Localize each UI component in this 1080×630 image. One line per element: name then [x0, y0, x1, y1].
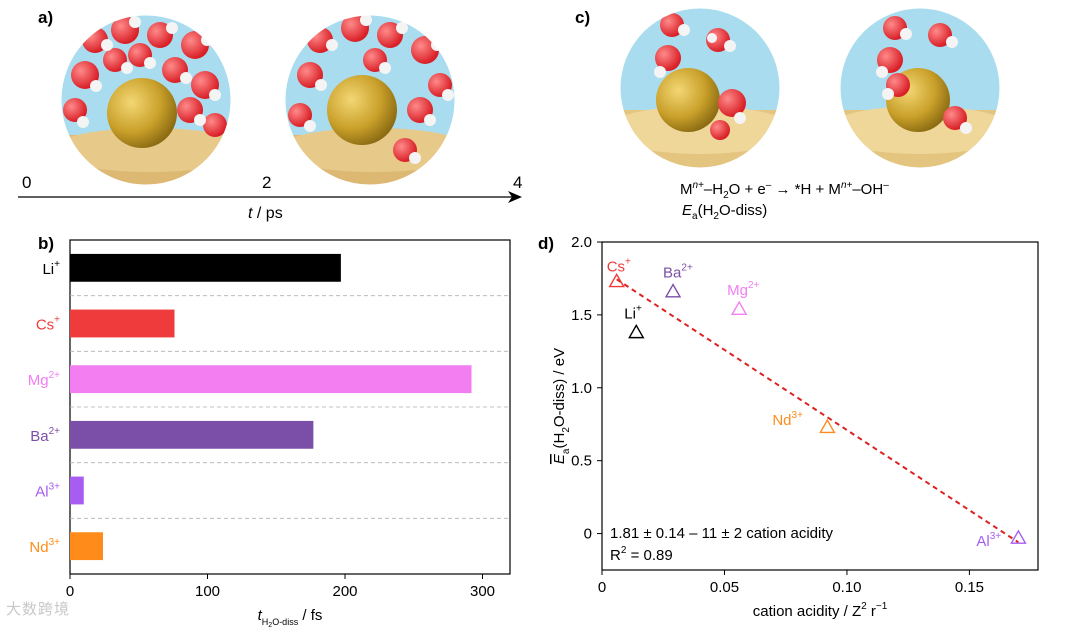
x-axis-label: cation acidity / Z2 r−1: [753, 601, 888, 620]
category-label-li: Li+: [42, 259, 60, 278]
panel-label-c: c): [575, 8, 591, 27]
bar-li: [70, 253, 341, 282]
point-mg: [730, 300, 748, 316]
x-tick-label: 0: [66, 583, 74, 600]
scatter-activation-energy: 2.0 1.5 1.0 0.5 0 0 0.05 0.10 0.15 Cs+ Ba2+ Mg2+ Li+…: [551, 234, 1039, 620]
x-tick-label: 200: [332, 583, 357, 600]
timeline-axis-label: t / ps: [248, 205, 283, 222]
y-tick-label: 0.5: [571, 453, 592, 470]
category-label-cs: Cs+: [36, 315, 60, 334]
reaction-equation: Mn+–H2O + e– → *H + Mn+–OH–: [680, 180, 889, 201]
category-label-ba: Ba2+: [30, 426, 60, 445]
x-tick-label: 300: [470, 583, 495, 600]
bar-nd: [70, 532, 103, 561]
y-tick-label: 0: [584, 526, 592, 543]
linear-fit-line: [616, 278, 1019, 544]
point-ba: [664, 283, 682, 298]
point-al: [1010, 529, 1027, 544]
y-tick-label: 1.0: [571, 380, 592, 397]
point-nd: [819, 418, 836, 434]
watermark: 大数跨境: [6, 601, 71, 618]
point-label-nd: Nd3+: [772, 410, 803, 429]
illustration-layer: [18, 7, 1001, 203]
panel-label-a: a): [38, 8, 54, 27]
timeline-arrowhead: [508, 191, 522, 203]
bar-cs: [70, 309, 175, 338]
x-tick-label: 0.10: [832, 579, 861, 596]
y-tick-label: 1.5: [571, 307, 592, 324]
fit-r-squared: R2 = 0.89: [610, 545, 673, 564]
timeline-tick-0: 0: [22, 173, 32, 192]
cation-snapshot-left: [620, 8, 780, 168]
point-label-mg: Mg2+: [727, 280, 759, 299]
x-tick-label: 0: [598, 579, 606, 596]
bar-chart-dissociation-time: Li+ Cs+ Mg2+ Ba2+ Al3+ Nd3+ 0 100 200 300 tH2O-dis…: [28, 239, 511, 629]
bar-al: [70, 476, 84, 505]
y-tick-label: 2.0: [571, 234, 592, 251]
point-label-ba: Ba2+: [663, 263, 693, 282]
fit-equation: 1.81 ± 0.14 – 11 ± 2 cation acidity: [610, 525, 833, 542]
point-cs: [608, 272, 625, 288]
point-label-li: Li+: [624, 303, 642, 322]
x-tick-label: 100: [195, 583, 220, 600]
category-label-nd: Nd3+: [29, 537, 60, 556]
panel-label-d: d): [538, 234, 555, 253]
x-axis-label: tH2O-diss / fs: [258, 607, 323, 629]
y-axis-label: Ea(H2O-diss) / eV: [551, 348, 572, 464]
point-li: [628, 323, 645, 339]
x-tick-label: 0.05: [710, 579, 739, 596]
md-snapshot-t0: [61, 15, 231, 185]
plot-frame: [601, 241, 1039, 571]
timeline-tick-2: 2: [262, 173, 272, 192]
md-snapshot-t4: [285, 15, 455, 185]
category-label-mg: Mg2+: [28, 370, 60, 389]
panel-label-b: b): [38, 234, 55, 253]
point-label-al: Al3+: [976, 531, 1001, 550]
bar-mg: [70, 365, 472, 394]
cation-snapshot-right: [840, 8, 1000, 168]
category-label-al: Al3+: [35, 482, 60, 501]
activation-energy-label: Ea(H2O-diss): [682, 202, 768, 222]
x-tick-label: 0.15: [955, 579, 984, 596]
point-label-cs: Cs+: [607, 256, 631, 275]
timeline-tick-4: 4: [513, 173, 523, 192]
bar-ba: [70, 420, 314, 449]
